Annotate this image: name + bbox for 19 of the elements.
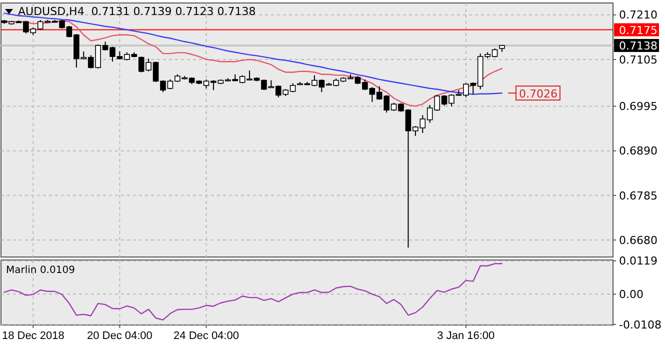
text: Marlin 0.0109 (6, 265, 75, 276)
x-tick-label: 24 Dec 04:00 (174, 330, 239, 342)
line-series (4, 263, 503, 321)
y-tick-label: 0.6995 (619, 100, 658, 114)
x-tick-label: 20 Dec 04:00 (86, 330, 152, 342)
y-tick-label: 0.00 (619, 288, 644, 302)
y-tick-label: 0.7105 (619, 53, 658, 66)
ref-line-label: 0.7138 (619, 39, 658, 52)
text: 0.7026 (518, 88, 558, 101)
x-tick-label: 18 Dec 2018 (2, 330, 64, 342)
y-tick-label: 0.6680 (619, 234, 658, 247)
ref-line-label: 0.7175 (619, 24, 658, 37)
y-tick-label: 0.6785 (619, 189, 658, 202)
chart-title: AUDUSD,H4 0.7131 0.7139 0.7123 0.7138 (18, 5, 256, 18)
x-tick-label: 3 Jan 16:00 (437, 330, 495, 342)
y-tick-label: -0.0108 (619, 318, 662, 332)
y-tick-label: 0.6890 (619, 144, 658, 158)
y-tick-label: 0.7210 (619, 8, 658, 22)
y-tick-label: 0.0119 (619, 254, 658, 268)
